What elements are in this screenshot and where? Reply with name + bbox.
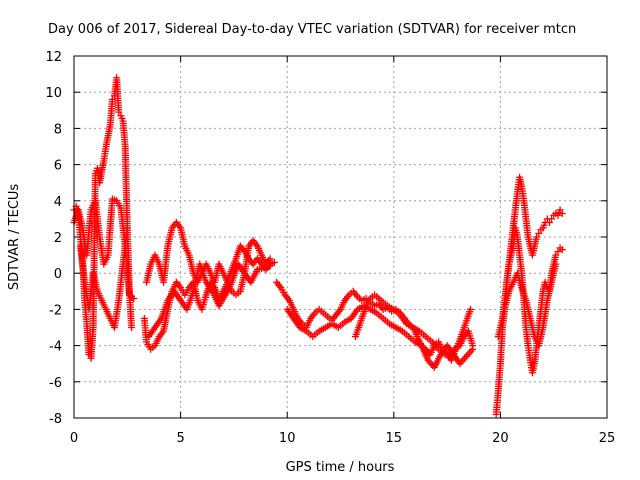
data-point: [545, 219, 553, 227]
y-tick-label: 12: [45, 50, 62, 65]
y-tick-label: -8: [49, 412, 62, 427]
x-tick-label: 15: [386, 431, 403, 446]
data-point: [469, 345, 477, 353]
data-point: [548, 215, 556, 223]
x-tick-label: 20: [492, 431, 509, 446]
y-tick-label: 6: [54, 159, 62, 174]
data-point: [552, 251, 560, 259]
data-point: [266, 262, 274, 270]
data-point: [115, 108, 123, 116]
y-tick-label: 0: [54, 267, 62, 282]
y-axis-label: SDTVAR / TECUs: [7, 184, 22, 291]
data-point: [535, 229, 543, 237]
x-axis-label: GPS time / hours: [286, 460, 395, 475]
data-point: [554, 247, 562, 255]
data-point: [558, 246, 566, 254]
data-point: [130, 295, 138, 303]
data-point: [128, 324, 136, 331]
data-point: [556, 206, 564, 214]
data-point: [266, 255, 274, 263]
data-point: [467, 305, 475, 313]
x-tick-label: 10: [279, 431, 296, 446]
y-tick-label: 4: [54, 195, 62, 210]
axes: 0 5 10 15 20 25 -8 -6 -4 -2 0 2 4 6 8 10 12: [45, 50, 615, 446]
y-tick-label: 8: [54, 122, 62, 137]
data-point: [123, 224, 131, 232]
series-track-c: [76, 224, 131, 331]
data-point: [552, 260, 560, 268]
plot-area: [70, 74, 566, 418]
x-tick-label: 0: [70, 431, 78, 446]
series-track-i: [351, 291, 475, 359]
series-track-h: [283, 302, 477, 371]
data-point: [108, 95, 116, 103]
y-tick-label: 2: [54, 231, 62, 246]
data-point: [558, 209, 566, 217]
y-tick-label: -6: [49, 376, 62, 391]
series-track-f: [145, 260, 274, 341]
y-tick-label: 10: [45, 86, 62, 101]
data-point: [270, 258, 278, 266]
series-track-l: [501, 260, 560, 350]
data-point: [533, 233, 541, 241]
y-tick-label: -2: [49, 303, 62, 318]
series-track-d: [140, 242, 278, 353]
chart-title: Day 006 of 2017, Sidereal Day-to-day VTE…: [48, 22, 576, 37]
y-tick-label: -4: [49, 340, 62, 355]
x-tick-label: 5: [176, 431, 184, 446]
x-tick-label: 25: [599, 431, 616, 446]
